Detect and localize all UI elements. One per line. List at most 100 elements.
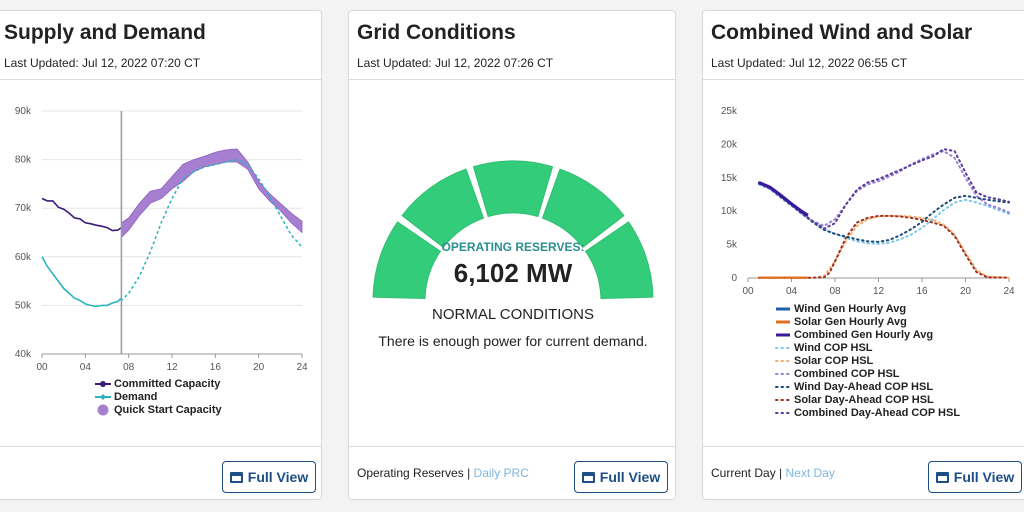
- divider: [0, 79, 321, 80]
- link-operating-reserves[interactable]: Operating Reserves: [357, 466, 464, 480]
- wind-cop-hsl-line: [757, 183, 1010, 245]
- y-tick-label: 40k: [15, 349, 32, 360]
- y-tick-label: 20k: [721, 139, 738, 150]
- legend-label: Combined Gen Hourly Avg: [794, 328, 934, 341]
- dotted-line-icon: [775, 411, 791, 414]
- legend-item[interactable]: Wind Gen Hourly Avg: [775, 302, 960, 315]
- gauge-segment: [472, 160, 554, 218]
- legend-item-committed-capacity[interactable]: Committed Capacity: [95, 377, 222, 390]
- full-view-button[interactable]: Full View: [928, 461, 1022, 493]
- quick-start-capacity-band: [121, 148, 303, 239]
- line-marker-icon: [95, 380, 111, 387]
- x-tick-label: 00: [36, 362, 48, 373]
- card-title: Supply and Demand: [4, 21, 206, 44]
- wind-day-ahead-cop-hsl-line: [757, 182, 1010, 243]
- legend-item-quick-start-capacity[interactable]: Quick Start Capacity: [95, 403, 222, 416]
- legend-label: Combined Day-Ahead COP HSL: [794, 406, 961, 419]
- y-tick-label: 70k: [15, 203, 32, 214]
- y-tick-label: 90k: [15, 106, 32, 117]
- committed-capacity-line: [41, 197, 122, 232]
- x-tick-label: 24: [296, 362, 308, 373]
- x-tick-label: 04: [80, 362, 92, 373]
- x-tick-label: 12: [166, 362, 178, 373]
- divider: [349, 79, 675, 80]
- gauge-segment: [585, 221, 654, 300]
- legend-item[interactable]: Wind COP HSL: [775, 341, 960, 354]
- dotted-line-icon: [775, 346, 791, 349]
- supply-demand-card: Supply and Demand Last Updated: Jul 12, …: [0, 10, 322, 500]
- legend-label: Solar Gen Hourly Avg: [794, 315, 907, 328]
- legend-item[interactable]: Wind Day-Ahead COP HSL: [775, 380, 960, 393]
- full-view-label: Full View: [247, 469, 309, 485]
- legend-label: Wind Day-Ahead COP HSL: [794, 380, 934, 393]
- solid-line-icon: [776, 307, 790, 310]
- y-tick-label: 50k: [15, 300, 32, 311]
- gauge-segment: [372, 221, 441, 300]
- legend-item[interactable]: Combined Day-Ahead COP HSL: [775, 406, 960, 419]
- wind-solar-chart[interactable]: 0 5k 10k 15k 20k 25k 00 04 08 12 16 20 24: [703, 91, 1024, 301]
- reserves-value: 6,102 MW: [453, 258, 573, 288]
- legend-label: Solar COP HSL: [794, 354, 874, 367]
- x-tick-label: 08: [829, 286, 841, 297]
- legend-item[interactable]: Solar Day-Ahead COP HSL: [775, 393, 960, 406]
- supply-demand-legend: Committed Capacity Demand Quick Start Ca…: [95, 377, 222, 416]
- x-tick-label: 12: [873, 286, 885, 297]
- legend-label: Solar Day-Ahead COP HSL: [794, 393, 934, 406]
- grid-conditions-card: Grid Conditions Last Updated: Jul 12, 20…: [348, 10, 676, 500]
- condition-title: NORMAL CONDITIONS: [432, 306, 594, 323]
- wind-solar-card: Combined Wind and Solar Last Updated: Ju…: [702, 10, 1024, 500]
- x-tick-label: 24: [1003, 286, 1015, 297]
- window-icon: [581, 471, 595, 483]
- reserves-label: OPERATING RESERVES:: [441, 240, 585, 254]
- legend-label: Committed Capacity: [114, 377, 221, 390]
- legend-item-demand[interactable]: Demand: [95, 390, 222, 403]
- x-tick-label: 20: [253, 362, 265, 373]
- divider: [0, 446, 321, 447]
- last-updated: Last Updated: Jul 12, 2022 07:26 CT: [357, 56, 554, 70]
- window-icon: [935, 471, 949, 483]
- condition-text: There is enough power for current demand…: [378, 333, 648, 349]
- y-tick-label: 25k: [721, 106, 738, 117]
- combined-gen-hourly-avg-line: [758, 181, 809, 217]
- link-current-day[interactable]: Current Day: [711, 466, 776, 480]
- dotted-line-icon: [775, 372, 791, 375]
- x-tick-label: 16: [210, 362, 222, 373]
- demand-line: [41, 256, 122, 308]
- window-icon: [229, 471, 243, 483]
- dotted-line-icon: [775, 385, 791, 388]
- supply-demand-chart[interactable]: 40k 50k 60k 70k 80k 90k 00 04 08 12 16 20 24: [0, 91, 321, 381]
- full-view-button[interactable]: Full View: [574, 461, 668, 493]
- full-view-button[interactable]: Full View: [222, 461, 316, 493]
- x-tick-label: 08: [123, 362, 135, 373]
- divider: [703, 79, 1024, 80]
- legend-item[interactable]: Combined Gen Hourly Avg: [775, 328, 960, 341]
- view-links: Operating Reserves | Daily PRC: [357, 466, 529, 480]
- y-tick-label: 60k: [15, 252, 32, 263]
- x-tick-label: 04: [786, 286, 798, 297]
- combined-cop-hsl-line: [757, 150, 1010, 228]
- y-tick-label: 10k: [721, 206, 738, 217]
- y-tick-label: 5k: [726, 240, 738, 251]
- legend-item[interactable]: Solar COP HSL: [775, 354, 960, 367]
- card-title: Grid Conditions: [357, 21, 516, 44]
- legend-label: Quick Start Capacity: [114, 403, 222, 416]
- solid-line-icon: [776, 320, 790, 323]
- full-view-label: Full View: [953, 469, 1015, 485]
- line-marker-icon: [95, 393, 111, 400]
- dotted-line-icon: [775, 398, 791, 401]
- legend-item[interactable]: Combined COP HSL: [775, 367, 960, 380]
- view-links: Current Day | Next Day: [711, 466, 835, 480]
- link-next-day[interactable]: Next Day: [785, 466, 835, 480]
- demand-forecast-line: [120, 158, 303, 302]
- circle-marker-icon: [97, 404, 109, 415]
- y-tick-label: 15k: [721, 173, 738, 184]
- x-tick-label: 16: [916, 286, 928, 297]
- legend-item[interactable]: Solar Gen Hourly Avg: [775, 315, 960, 328]
- link-separator: |: [467, 466, 471, 480]
- solar-day-ahead-cop-hsl-line: [757, 214, 1010, 279]
- link-daily-prc[interactable]: Daily PRC: [473, 466, 529, 480]
- link-separator: |: [779, 466, 783, 480]
- divider: [703, 446, 1024, 447]
- full-view-label: Full View: [599, 469, 661, 485]
- dotted-line-icon: [775, 359, 791, 362]
